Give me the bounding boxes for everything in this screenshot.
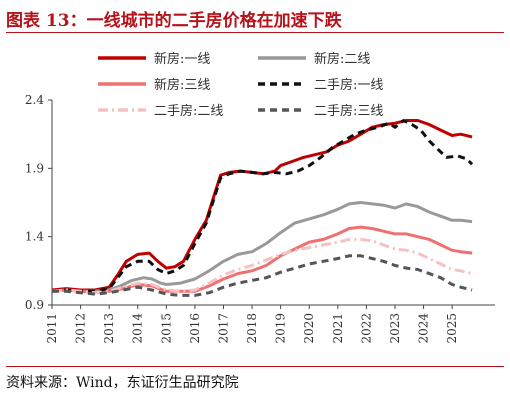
footer-divider bbox=[6, 366, 504, 367]
series-line-3 bbox=[51, 225, 473, 295]
legend-label-2: 新房:二线 bbox=[314, 51, 370, 67]
y-tick-label: 1.4 bbox=[25, 230, 44, 244]
legend-label-4: 二手房:一线 bbox=[314, 77, 383, 93]
series-line-5 bbox=[51, 237, 473, 295]
legend-label-6: 二手房:三线 bbox=[314, 103, 383, 119]
x-tick-label: 2022 bbox=[359, 313, 373, 344]
x-tick-label: 2015 bbox=[159, 313, 173, 344]
series-line-2 bbox=[51, 201, 473, 293]
y-tick-label: 0.9 bbox=[25, 298, 44, 312]
x-tick-label: 2017 bbox=[216, 313, 230, 344]
series-line-1 bbox=[51, 119, 473, 292]
y-tick-label: 2.4 bbox=[25, 93, 44, 107]
line-chart: 0.9 1.4 1.9 2.4 2011 2012 2013 2014 2015 2016 2017… bbox=[25, 51, 495, 344]
x-tick-label: 2025 bbox=[445, 313, 459, 344]
y-tick-label: 1.9 bbox=[25, 161, 44, 175]
chart-title: 图表 13：一线城市的二手房价格在加速下跌 bbox=[6, 11, 342, 31]
x-tick-label: 2023 bbox=[388, 313, 402, 344]
series-line-4 bbox=[51, 119, 474, 293]
x-tick-label: 2018 bbox=[245, 313, 259, 344]
x-tick-label: 2024 bbox=[417, 313, 431, 344]
legend-label-5: 二手房:二线 bbox=[154, 103, 223, 119]
legend-label-1: 新房:一线 bbox=[154, 51, 210, 67]
series-line-6 bbox=[52, 254, 473, 297]
series-lines bbox=[51, 119, 474, 297]
title-divider bbox=[6, 32, 504, 33]
x-tick-label: 2021 bbox=[331, 313, 345, 344]
x-tick-label: 2016 bbox=[188, 313, 202, 344]
chart-axes: 0.9 1.4 1.9 2.4 2011 2012 2013 2014 2015 2016 2017… bbox=[25, 93, 495, 344]
x-tick-label: 2020 bbox=[302, 313, 316, 344]
x-tick-label: 2014 bbox=[131, 313, 145, 344]
x-tick-label: 2019 bbox=[274, 313, 288, 344]
x-tick-label: 2012 bbox=[74, 313, 88, 344]
source-note: 资料来源：Wind，东证衍生品研究院 bbox=[6, 375, 239, 391]
x-tick-label: 2011 bbox=[45, 313, 59, 344]
legend-label-3: 新房:三线 bbox=[154, 77, 210, 93]
x-tick-label: 2013 bbox=[102, 313, 116, 344]
